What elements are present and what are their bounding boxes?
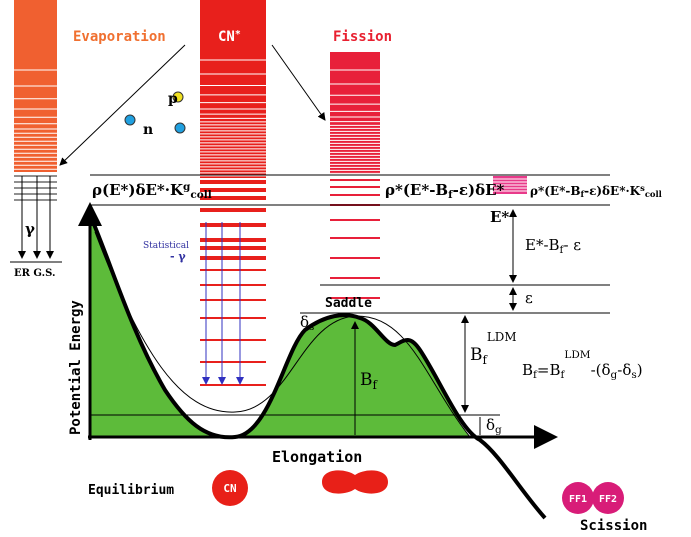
- formula-part: s: [309, 321, 314, 333]
- formula: Bf: [360, 370, 379, 392]
- formula-part: -ε)δE*·K: [584, 184, 641, 198]
- formula-part: δ: [300, 313, 309, 331]
- formula-part: B: [360, 370, 373, 390]
- formula-part: f: [580, 189, 585, 199]
- formula-part: B: [522, 361, 533, 379]
- formula: ρ*(E*-Bf-ε)δE*·Kscoll: [530, 183, 662, 199]
- formula-part: =B: [537, 361, 561, 379]
- formula-part: g: [495, 424, 502, 436]
- formula-part: ρ(E*)δE*·K: [92, 181, 184, 199]
- ldm-curve: [94, 231, 471, 438]
- formula-part: f: [448, 189, 454, 201]
- formula-part: s: [640, 183, 645, 193]
- formula-part: -(δ: [591, 361, 611, 379]
- label: Evaporation: [73, 29, 166, 45]
- fragment: [562, 482, 594, 514]
- formula-part: ρ*(E*-B: [385, 181, 448, 199]
- formula: E*-Bf- ε: [525, 236, 581, 256]
- formula: δg: [486, 416, 502, 436]
- label: - γ: [170, 250, 186, 263]
- deformed-nucleus: [322, 470, 388, 494]
- formula-part: coll: [645, 189, 662, 199]
- formula: ρ(E*)δE*·Kgcoll: [92, 181, 212, 201]
- formula-part: δ: [486, 416, 495, 434]
- formula-part: E*-B: [525, 236, 560, 254]
- formula-part: f: [561, 369, 566, 381]
- label: FF2: [599, 494, 617, 505]
- label: CN: [223, 482, 236, 495]
- label-part: CN: [218, 29, 235, 45]
- proton-dot: [172, 91, 184, 103]
- neutron-dot: [124, 114, 136, 126]
- guides: [10, 44, 610, 435]
- formula: Bf LDM: [470, 330, 517, 367]
- formula-part: ρ*(E*-B: [530, 184, 580, 198]
- label: Scission: [580, 518, 647, 534]
- label: Equilibrium: [88, 483, 174, 498]
- formula: Bf=Bf LDM-(δg-δs): [522, 349, 643, 381]
- formula: ρ*(E*-Bf-ε)δE*: [385, 181, 505, 201]
- label: n: [143, 122, 153, 138]
- label: Saddle: [325, 296, 372, 311]
- formula-part: f: [533, 369, 538, 381]
- label: ER G.S.: [14, 268, 55, 279]
- formula: ε: [525, 289, 533, 307]
- cn-circle: [212, 470, 248, 506]
- formula-part: g: [183, 181, 191, 193]
- formula-part: B: [470, 345, 483, 365]
- axis-label: Elongation: [272, 448, 362, 466]
- label: γ: [25, 220, 35, 238]
- formula-part: f: [373, 378, 379, 392]
- arrow: [271, 44, 326, 121]
- formula-part: g: [611, 369, 618, 381]
- label-part: *: [235, 29, 241, 40]
- fragment: [592, 482, 624, 514]
- fission-bar: [330, 52, 380, 174]
- label: FF1: [569, 494, 587, 505]
- arrow: [59, 44, 186, 166]
- formula-part: LDM: [487, 330, 517, 344]
- axis-label: Potential Energy: [68, 300, 84, 435]
- formula-part: s: [631, 369, 636, 381]
- neutron-dot: [174, 122, 186, 134]
- label: CN*: [218, 29, 241, 46]
- formula-part: LDM: [564, 349, 590, 361]
- formula: δs: [300, 313, 314, 333]
- label: p: [168, 91, 178, 107]
- formula-part: - ε: [563, 236, 581, 254]
- label: Statistical: [143, 241, 189, 251]
- formula-part: f: [483, 353, 489, 367]
- formula: E*: [490, 208, 509, 226]
- formula-part: ): [637, 361, 643, 379]
- level-bars: [14, 0, 527, 386]
- cn-bar: [200, 0, 266, 178]
- formula-part: -ε)δE*: [453, 181, 505, 199]
- formula-part: f: [560, 244, 565, 256]
- potential-well: [90, 215, 470, 438]
- potential-curve: [88, 214, 547, 520]
- label: Fission: [333, 29, 392, 45]
- formula-part: coll: [190, 189, 211, 201]
- formula-part: -δ: [617, 361, 631, 379]
